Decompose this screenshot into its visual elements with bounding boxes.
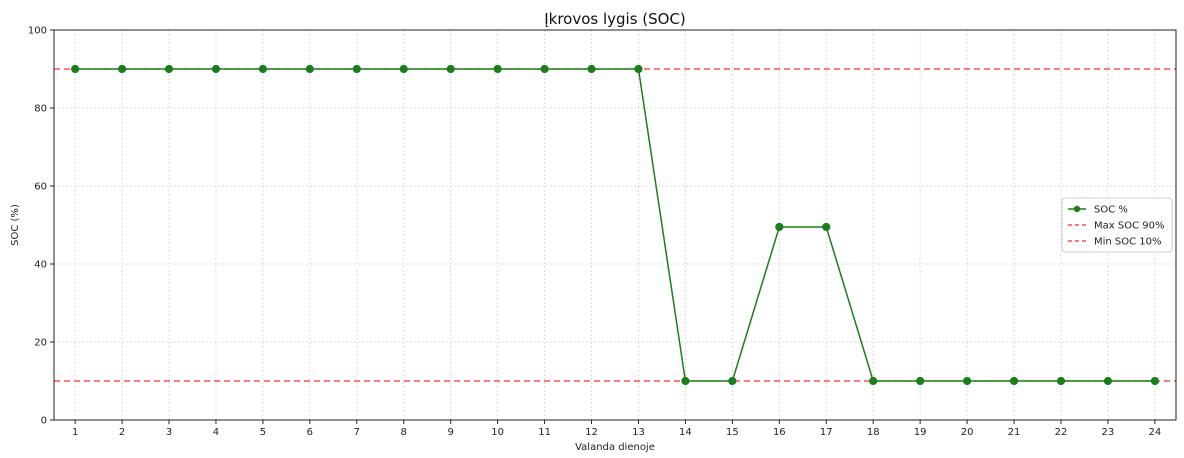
x-tick-label: 15 bbox=[726, 427, 739, 438]
legend: SOC % Max SOC 90% Min SOC 10% bbox=[1061, 197, 1173, 253]
y-tick-label: 100 bbox=[28, 26, 47, 37]
x-tick-label: 4 bbox=[213, 427, 219, 438]
x-tick-label: 11 bbox=[538, 427, 551, 438]
data-point bbox=[587, 64, 596, 74]
chart-title: Įkrovos lygis (SOC) bbox=[544, 10, 686, 28]
x-tick-label: 19 bbox=[914, 427, 927, 438]
x-tick-label: 7 bbox=[354, 427, 360, 438]
reference-lines bbox=[54, 68, 1176, 382]
data-point bbox=[916, 376, 925, 386]
x-tick-label: 23 bbox=[1102, 427, 1115, 438]
x-tick-label: 1 bbox=[72, 427, 78, 438]
data-point bbox=[1009, 376, 1019, 386]
y-tick-label: 80 bbox=[34, 104, 47, 115]
data-point bbox=[822, 222, 831, 232]
data-point bbox=[681, 376, 690, 386]
x-tick-label: 20 bbox=[961, 427, 974, 438]
data-point bbox=[1150, 376, 1159, 386]
data-point bbox=[962, 376, 972, 386]
data-point bbox=[352, 64, 361, 74]
x-tick-label: 10 bbox=[491, 427, 504, 438]
x-tick-label: 24 bbox=[1149, 427, 1162, 438]
y-tick-label: 60 bbox=[34, 182, 47, 193]
x-tick-label: 2 bbox=[119, 427, 125, 438]
x-tick-label: 17 bbox=[820, 427, 833, 438]
data-point bbox=[775, 222, 784, 232]
data-point bbox=[446, 64, 455, 74]
x-tick-label: 18 bbox=[867, 427, 880, 438]
legend-label: Min SOC 10% bbox=[1094, 237, 1162, 248]
data-point bbox=[728, 376, 737, 386]
x-tick-label: 12 bbox=[585, 427, 598, 438]
x-tick-label: 22 bbox=[1055, 427, 1068, 438]
legend-label: Max SOC 90% bbox=[1094, 221, 1164, 232]
series-line bbox=[75, 68, 1155, 382]
data-point bbox=[211, 64, 221, 74]
x-tick-label: 8 bbox=[401, 427, 407, 438]
x-tick-label: 5 bbox=[260, 427, 266, 438]
legend-box bbox=[1061, 197, 1173, 253]
x-tick-label: 21 bbox=[1008, 427, 1021, 438]
x-tick-label: 9 bbox=[448, 427, 454, 438]
x-tick-label: 13 bbox=[632, 427, 645, 438]
data-point bbox=[71, 64, 80, 74]
y-tick-label: 20 bbox=[34, 338, 47, 349]
data-point bbox=[305, 64, 314, 74]
data-point bbox=[634, 64, 643, 74]
x-tick-label: 16 bbox=[773, 427, 786, 438]
data-point bbox=[164, 64, 174, 74]
x-axis-label: Valanda dienoje bbox=[575, 442, 655, 453]
legend-label: SOC % bbox=[1094, 205, 1128, 216]
series-layer bbox=[71, 64, 1159, 386]
x-axis-ticks: 1 2 3 4 5 6 7 8 9 10 11 12 13 14 15 16 17 18 19 20 21 22 23 24 bbox=[72, 420, 1161, 438]
y-tick-label: 0 bbox=[41, 416, 47, 427]
plot-frame bbox=[53, 29, 1177, 421]
data-point bbox=[117, 64, 127, 74]
data-point bbox=[540, 64, 549, 74]
data-point bbox=[493, 64, 502, 74]
y-axis-ticks: 0 20 40 60 80 100 bbox=[28, 26, 54, 427]
y-tick-label: 40 bbox=[34, 260, 47, 271]
data-point bbox=[1056, 376, 1066, 386]
x-tick-label: 6 bbox=[307, 427, 313, 438]
data-point bbox=[869, 376, 878, 386]
legend-swatch-marker bbox=[1073, 205, 1081, 213]
x-tick-label: 14 bbox=[679, 427, 692, 438]
x-tick-label: 3 bbox=[166, 427, 172, 438]
grid bbox=[54, 29, 1176, 421]
y-axis-label: SOC (%) bbox=[10, 204, 21, 246]
data-point bbox=[399, 64, 408, 74]
data-point bbox=[1103, 376, 1113, 386]
data-point bbox=[258, 64, 268, 74]
